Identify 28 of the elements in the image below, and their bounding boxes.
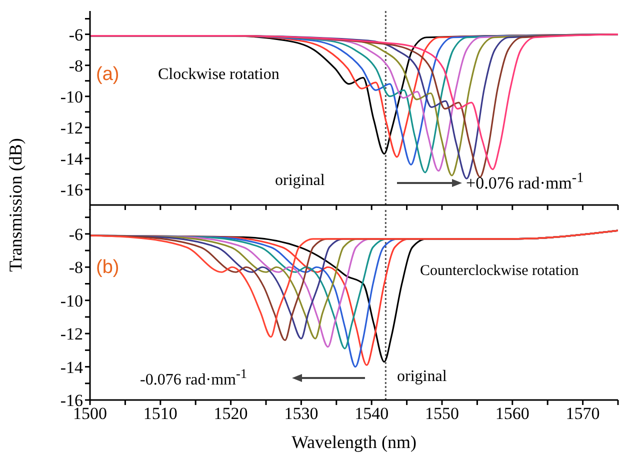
- y-tick-label: -8: [68, 56, 83, 76]
- y-axis-title: Transmission (dB): [6, 138, 26, 272]
- x-tick-label: 1570: [566, 404, 600, 424]
- y-tick-label: -12: [60, 324, 83, 344]
- y-tick-label: -10: [60, 87, 83, 106]
- annotation: (b): [96, 257, 120, 279]
- x-tick-label: 1550: [425, 404, 459, 424]
- x-tick-label: 1520: [214, 404, 248, 424]
- annotation: (a): [96, 64, 120, 86]
- annotation: original: [275, 172, 325, 190]
- y-tick-label: -6: [68, 224, 83, 244]
- y-tick-label: -14: [60, 358, 84, 377]
- y-tick-label: -8: [68, 258, 83, 278]
- y-tick-label: -12: [60, 118, 83, 138]
- x-axis-title: Wavelength (nm): [291, 432, 417, 453]
- annotation: Clockwise rotation: [158, 66, 280, 84]
- y-tick-label: -10: [60, 291, 83, 310]
- x-tick-label: 1540: [354, 404, 389, 424]
- annotation: -0.076 rad·mm$^{-1}$: [140, 366, 248, 390]
- annotation: +0.076 rad·mm$^{-1}$: [466, 170, 584, 194]
- x-tick-label: 1530: [284, 404, 318, 424]
- y-tick-label: -14: [60, 149, 84, 168]
- y-tick-label: -16: [60, 180, 83, 200]
- annotation: Counterclockwise rotation: [420, 263, 579, 280]
- y-tick-label: -6: [68, 25, 83, 44]
- x-tick-label: 1560: [495, 404, 530, 424]
- x-tick-label: 1510: [143, 404, 178, 424]
- annotation: original: [397, 368, 447, 386]
